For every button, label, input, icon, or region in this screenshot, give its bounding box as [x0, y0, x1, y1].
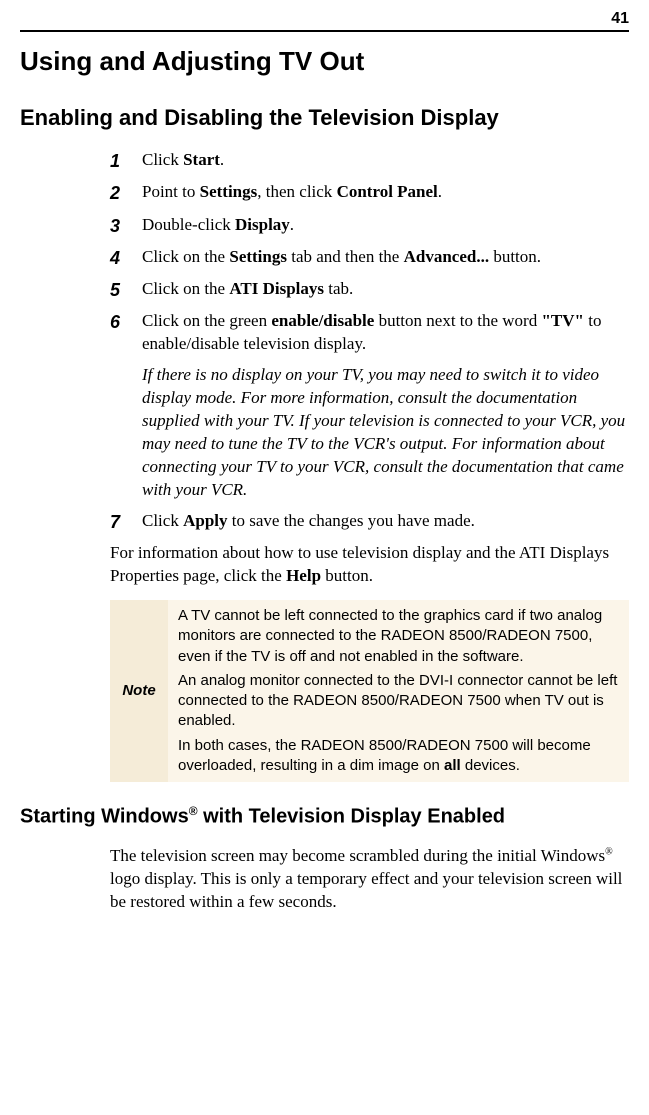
step-text: Click Apply to save the changes you have… [142, 510, 475, 534]
step-text: Double-click Display. [142, 214, 294, 238]
bold-text: ATI Displays [229, 279, 324, 298]
bold-text: enable/disable [271, 311, 374, 330]
bold-text: Apply [183, 511, 227, 530]
text: Point to [142, 182, 200, 201]
step-5: 5 Click on the ATI Displays tab. [110, 278, 629, 302]
section1-body: 1 Click Start. 2 Point to Settings, then… [110, 149, 629, 782]
page-title: Using and Adjusting TV Out [20, 46, 629, 77]
step-text: Click on the Settings tab and then the A… [142, 246, 541, 270]
text: Click on the [142, 247, 229, 266]
text: The television screen may become scrambl… [110, 846, 605, 865]
bold-text: all [444, 757, 461, 774]
step-number: 5 [110, 278, 142, 302]
step-3: 3 Double-click Display. [110, 214, 629, 238]
text: Double-click [142, 215, 235, 234]
section2-heading: Starting Windows® with Television Displa… [20, 804, 629, 829]
step-2: 2 Point to Settings, then click Control … [110, 181, 629, 205]
text: . [220, 150, 224, 169]
note-paragraph: An analog monitor connected to the DVI-I… [178, 671, 619, 732]
note-paragraph: A TV cannot be left connected to the gra… [178, 606, 619, 667]
section2-body: The television screen may become scrambl… [110, 845, 629, 914]
text: Starting Windows [20, 806, 189, 828]
text: to save the changes you have made. [228, 511, 475, 530]
text: tab. [324, 279, 353, 298]
text: button next to the word [374, 311, 541, 330]
section1-heading: Enabling and Disabling the Television Di… [20, 105, 629, 131]
step-text: Click Start. [142, 149, 224, 173]
top-rule [20, 30, 629, 32]
step-number: 7 [110, 510, 142, 534]
page-number: 41 [20, 10, 629, 30]
text: Click [142, 150, 183, 169]
note-label: Note [110, 600, 168, 782]
closing-paragraph: The television screen may become scrambl… [110, 845, 629, 914]
text: tab and then the [287, 247, 404, 266]
note-paragraph: In both cases, the RADEON 8500/RADEON 75… [178, 736, 619, 777]
bold-text: Control Panel [337, 182, 438, 201]
step-7: 7 Click Apply to save the changes you ha… [110, 510, 629, 534]
text: Click on the [142, 279, 229, 298]
bold-text: Advanced... [404, 247, 489, 266]
step-4: 4 Click on the Settings tab and then the… [110, 246, 629, 270]
page: 41 Using and Adjusting TV Out Enabling a… [0, 0, 649, 1115]
step-6-note: If there is no display on your TV, you m… [142, 364, 629, 502]
registered-mark: ® [605, 846, 613, 857]
text: . [290, 215, 294, 234]
registered-mark: ® [189, 804, 198, 818]
text: Click on the green [142, 311, 271, 330]
step-6: 6 Click on the green enable/disable butt… [110, 310, 629, 356]
bold-text: "TV" [541, 311, 584, 330]
text: In both cases, the RADEON 8500/RADEON 75… [178, 737, 591, 774]
text: , then click [257, 182, 336, 201]
step-number: 2 [110, 181, 142, 205]
text: . [438, 182, 442, 201]
bold-text: Settings [229, 247, 287, 266]
text: button. [321, 566, 373, 585]
step-number: 3 [110, 214, 142, 238]
note-body: A TV cannot be left connected to the gra… [168, 600, 629, 782]
step-number: 6 [110, 310, 142, 356]
step-number: 4 [110, 246, 142, 270]
note-callout: Note A TV cannot be left connected to th… [110, 600, 629, 782]
step-text: Click on the green enable/disable button… [142, 310, 629, 356]
help-paragraph: For information about how to use televis… [110, 542, 629, 588]
text: devices. [461, 757, 520, 774]
text: with Television Display Enabled [198, 806, 505, 828]
text: Click [142, 511, 183, 530]
step-text: Click on the ATI Displays tab. [142, 278, 353, 302]
bold-text: Start [183, 150, 220, 169]
text: button. [489, 247, 541, 266]
text: logo display. This is only a temporary e… [110, 869, 622, 911]
bold-text: Settings [200, 182, 258, 201]
step-number: 1 [110, 149, 142, 173]
bold-text: Help [286, 566, 321, 585]
bold-text: Display [235, 215, 290, 234]
step-text: Point to Settings, then click Control Pa… [142, 181, 442, 205]
step-1: 1 Click Start. [110, 149, 629, 173]
